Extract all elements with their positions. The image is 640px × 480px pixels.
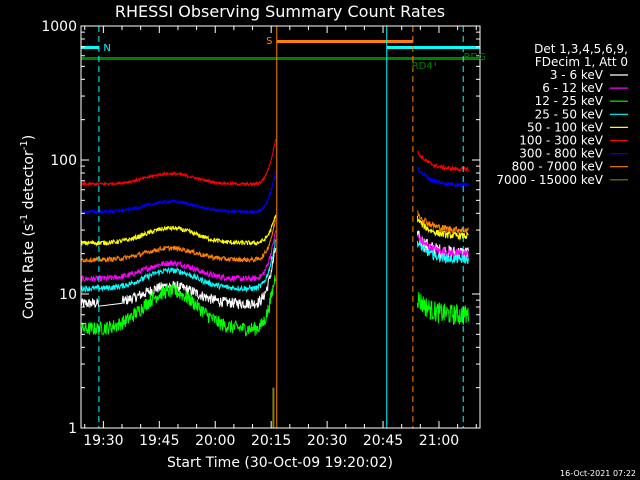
footer-timestamp: 16-Oct-2021 07:22: [560, 469, 636, 478]
axes-layer: 19:30 19:45 20:00 20:15 20:30 20:45 21:00 1 10 10…: [41, 19, 486, 449]
y-axis-label: Count Rate (s-1 detector-1): [19, 135, 37, 319]
series-line-post: [416, 292, 469, 326]
series-line-post: [416, 240, 469, 265]
series-line-post: [416, 166, 469, 189]
y-tick-label: 1000: [41, 19, 77, 35]
series-line-post: [416, 215, 469, 241]
series-line-post: [417, 150, 469, 174]
legend-entry-label: 25 - 50 keV: [535, 107, 604, 121]
series-line: [81, 248, 277, 310]
x-tick-label: 19:45: [139, 433, 179, 449]
rd4-label: RD4: [412, 61, 433, 72]
legend-entry-label: 800 - 7000 keV: [512, 160, 604, 174]
x-tick-label: 20:00: [195, 433, 235, 449]
series-line: [81, 214, 277, 247]
x-tick-label: 20:30: [307, 433, 347, 449]
x-tick-label: 21:00: [419, 433, 459, 449]
saa-label: S: [266, 36, 272, 47]
x-axis-label: Start Time (30-Oct-09 19:20:02): [167, 455, 393, 471]
legend-header-line-2: FDecim 1, Att 0: [535, 55, 628, 69]
x-tick-label: 20:45: [363, 433, 403, 449]
night-bar-2: [386, 46, 480, 49]
rdg-label: RDG: [464, 52, 486, 63]
legend-header-line-1: Det 1,3,4,5,6,9,: [534, 42, 628, 56]
legend-entry-label: 7000 - 15000 keV: [496, 173, 603, 187]
series-line: [81, 219, 276, 264]
plot-frame: [80, 25, 481, 429]
y-tick-label: 10: [59, 287, 77, 303]
legend-entry-label: 50 - 100 keV: [527, 120, 604, 134]
series-line: [81, 170, 277, 215]
series-line: [81, 230, 277, 282]
x-tick-label: 20:15: [251, 433, 291, 449]
series-line: [81, 139, 277, 187]
saa-bar: [276, 40, 413, 43]
legend-entry-label: 3 - 6 keV: [550, 68, 604, 82]
y-tick-label: 1: [68, 421, 77, 437]
y-tick-label: 100: [50, 153, 77, 169]
night-label: N: [103, 43, 110, 54]
series-line: [81, 275, 277, 337]
decimation-bar: [81, 57, 480, 60]
x-tick-label: 19:30: [83, 433, 123, 449]
legend-entry-label: 12 - 25 keV: [535, 94, 604, 108]
night-bar-1: [81, 46, 99, 49]
legend-entry-label: 300 - 800 keV: [519, 147, 603, 161]
series-line-post: [416, 210, 469, 235]
annotation-layer: [81, 26, 480, 428]
legend: Det 1,3,4,5,6,9, FDecim 1, Att 0 3 - 6 k…: [496, 42, 628, 187]
legend-entry-label: 100 - 300 keV: [519, 134, 603, 148]
series-layer: [81, 139, 469, 428]
chart-title: RHESSI Observing Summary Count Rates: [115, 2, 445, 21]
legend-entry-label: 6 - 12 keV: [542, 81, 604, 95]
series-line: [81, 238, 277, 293]
